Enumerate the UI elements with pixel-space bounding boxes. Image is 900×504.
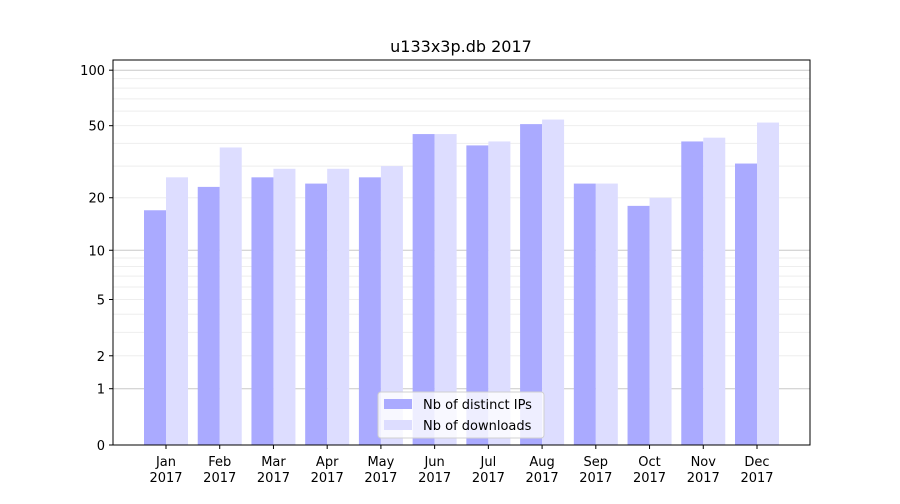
bar-distinct-ips [144,210,166,445]
bar-distinct-ips [735,163,757,445]
bar-distinct-ips [573,183,596,446]
x-tick-label: Jul 2017 [472,455,505,486]
x-tick-label: Nov 2017 [687,455,720,486]
bar-downloads [542,119,565,445]
bar-distinct-ips [305,183,328,446]
bar-downloads [327,168,350,445]
y-tick-label: 2 [97,350,105,365]
y-tick-label: 1 [97,383,105,398]
x-tick-label: Feb 2017 [203,455,236,486]
bar-downloads [380,166,403,445]
legend: Nb of distinct IPs Nb of downloads [377,391,545,439]
bar-downloads [488,141,511,445]
bar-downloads [595,183,618,446]
x-tick-label: Dec 2017 [740,455,773,486]
chart-title: u133x3p.db 2017 [390,37,532,56]
bar-distinct-ips [681,141,704,445]
x-tick-label: May 2017 [364,455,397,486]
bar-distinct-ips [627,205,650,445]
y-tick-label: 100 [80,64,105,79]
bar-downloads [649,197,672,445]
x-tick-label: Aug 2017 [526,455,559,486]
x-tick-label: Mar 2017 [257,455,290,486]
bar-distinct-ips [412,134,435,446]
y-tick-label: 0 [97,439,105,454]
bar-distinct-ips [197,186,220,445]
bar-downloads [273,168,296,445]
bar-downloads [434,134,457,446]
bar-downloads [219,147,242,445]
y-tick-label: 50 [88,120,105,135]
bar-downloads [757,122,779,445]
x-tick-label: Apr 2017 [311,455,344,486]
bar-distinct-ips [358,177,381,446]
bar-distinct-ips [520,124,543,446]
y-tick-label: 10 [88,244,105,259]
x-tick-label: Sep 2017 [579,455,612,486]
legend-swatch [384,420,412,430]
legend-swatch [384,399,412,409]
axes-frame [112,59,811,446]
y-tick-label: 5 [97,293,105,308]
bar-downloads [166,177,188,446]
bar-distinct-ips [251,177,274,446]
y-tick-label: 20 [88,192,105,207]
x-tick-label: Oct 2017 [633,455,666,486]
bar-distinct-ips [466,145,489,445]
legend-box [377,391,545,439]
legend-label: Nb of distinct IPs [423,398,532,413]
x-tick-label: Jun 2017 [418,455,451,486]
legend-label: Nb of downloads [423,419,532,434]
bar-downloads [703,137,726,445]
x-tick-label: Jan 2017 [149,455,182,486]
